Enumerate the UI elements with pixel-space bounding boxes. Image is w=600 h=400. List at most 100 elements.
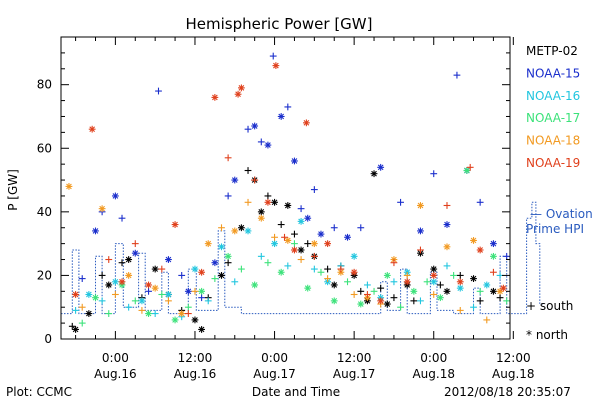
y-tick-label: 60 [37, 141, 52, 155]
south-point [503, 252, 511, 260]
south-point [390, 278, 398, 286]
x-tick-time-label: 12:00 [178, 351, 213, 365]
north-point [138, 297, 146, 305]
x-tick-time-label: 0:00 [261, 351, 288, 365]
south-point [490, 268, 497, 276]
south-point [244, 167, 252, 174]
north-point [218, 243, 225, 251]
south-point [151, 310, 159, 317]
north-point [85, 310, 93, 317]
north-point [330, 281, 338, 289]
north-point [145, 281, 152, 289]
north-point [302, 119, 310, 127]
north-point [184, 287, 192, 295]
north-point [456, 284, 464, 292]
north-point [151, 265, 159, 273]
north-point [310, 240, 318, 248]
north-point [244, 227, 252, 235]
south-point [72, 306, 79, 314]
x-tick-date-label: Aug.18 [412, 367, 455, 381]
north-point [470, 237, 477, 244]
south-point [390, 259, 398, 267]
north-point [237, 84, 245, 92]
south-point [155, 87, 162, 95]
north-point [204, 240, 212, 248]
south-point [364, 291, 371, 298]
north-point [297, 246, 305, 254]
north-point [65, 183, 73, 190]
south-point [281, 233, 288, 241]
south-point [224, 192, 232, 200]
north-point [417, 227, 424, 235]
south-point [291, 240, 298, 248]
south-point [131, 297, 139, 305]
south-point [224, 259, 232, 267]
south-point [244, 198, 252, 206]
south-point [231, 278, 239, 286]
south-point [436, 281, 444, 289]
south-point [503, 297, 511, 305]
south-point [470, 303, 477, 311]
north-point [165, 291, 172, 298]
north-point [198, 326, 206, 333]
legend-entry-series: NOAA-18 [526, 134, 580, 148]
x-axis-label: Date and Time [252, 385, 340, 399]
south-point [131, 240, 139, 248]
south-point [304, 240, 312, 248]
south-point [264, 259, 272, 267]
south-point [337, 265, 345, 273]
north-point [277, 268, 285, 276]
legend-hpi-label: — Ovation [530, 207, 593, 221]
north-point [344, 233, 351, 241]
south-point [466, 163, 474, 171]
south-point [118, 214, 126, 222]
south-point [224, 154, 232, 162]
north-point [224, 252, 232, 260]
north-point [284, 237, 292, 244]
south-point [158, 291, 166, 298]
south-point [78, 319, 86, 327]
south-point [443, 202, 451, 209]
south-point [476, 287, 484, 295]
south-point [443, 262, 451, 270]
x-tick-date-label: Aug.16 [174, 367, 217, 381]
north-point [456, 278, 464, 286]
north-point [330, 297, 338, 305]
south-point [204, 297, 212, 305]
x-tick-date-label: Aug.17 [253, 367, 296, 381]
footer-plot-source: Plot: CCMC [6, 385, 72, 399]
south-point [98, 297, 106, 305]
north-point [264, 198, 272, 206]
legend-entry-series: NOAA-16 [526, 89, 580, 103]
north-point [151, 284, 159, 292]
north-point [410, 287, 418, 295]
north-point [98, 205, 106, 213]
north-point [264, 141, 272, 149]
south-point [105, 256, 113, 263]
north-point [178, 310, 186, 317]
north-point [231, 227, 239, 235]
south-point [453, 71, 461, 79]
north-point [496, 287, 504, 295]
north-point [231, 176, 239, 184]
x-tick-date-label: Aug.17 [333, 367, 376, 381]
south-point [118, 259, 126, 267]
legend: METP-02 NOAA-15 NOAA-16 NOAA-17 NOAA-18 NOAA-… [526, 44, 593, 342]
south-point [211, 275, 219, 282]
north-point [118, 278, 126, 286]
north-point [198, 287, 206, 295]
north-point [430, 278, 438, 286]
north-point [417, 202, 424, 209]
south-point [284, 103, 292, 111]
north-point [324, 240, 332, 248]
south-point [145, 287, 152, 295]
north-point [470, 275, 477, 282]
north-point [218, 272, 225, 279]
south-point [191, 287, 199, 295]
north-point [72, 326, 79, 333]
north-point [111, 192, 119, 200]
south-point [184, 310, 192, 317]
north-point [430, 265, 438, 273]
legend-entry-series: NOAA-19 [526, 156, 580, 170]
